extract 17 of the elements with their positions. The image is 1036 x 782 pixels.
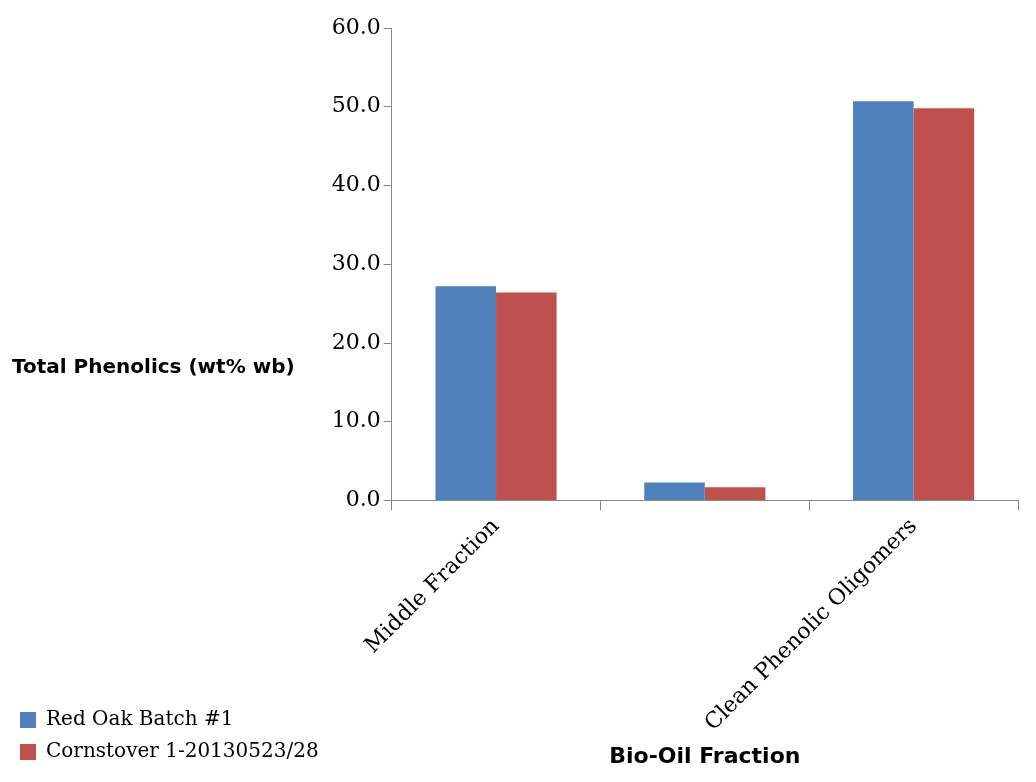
y-axis-title: Total Phenolics (wt% wb) xyxy=(12,354,295,379)
y-tick-label: 20.0 xyxy=(331,328,381,354)
x-axis-title: Bio-Oil Fraction xyxy=(609,742,801,768)
bar xyxy=(704,487,766,501)
y-tick-label: 30.0 xyxy=(331,249,381,275)
bar xyxy=(853,101,914,501)
y-tick-label: 0.0 xyxy=(345,486,381,512)
bar xyxy=(496,292,557,501)
bar xyxy=(913,108,975,501)
legend-label: Red Oak Batch #1 xyxy=(46,706,234,731)
legend-label: Cornstover 1-20130523/28 xyxy=(46,738,319,763)
bar xyxy=(644,482,705,501)
y-tick-label: 60.0 xyxy=(331,13,381,39)
bar xyxy=(435,286,497,501)
y-tick-label: 10.0 xyxy=(331,407,381,433)
y-tick-label: 40.0 xyxy=(331,171,381,197)
y-tick-label: 50.0 xyxy=(331,92,381,118)
